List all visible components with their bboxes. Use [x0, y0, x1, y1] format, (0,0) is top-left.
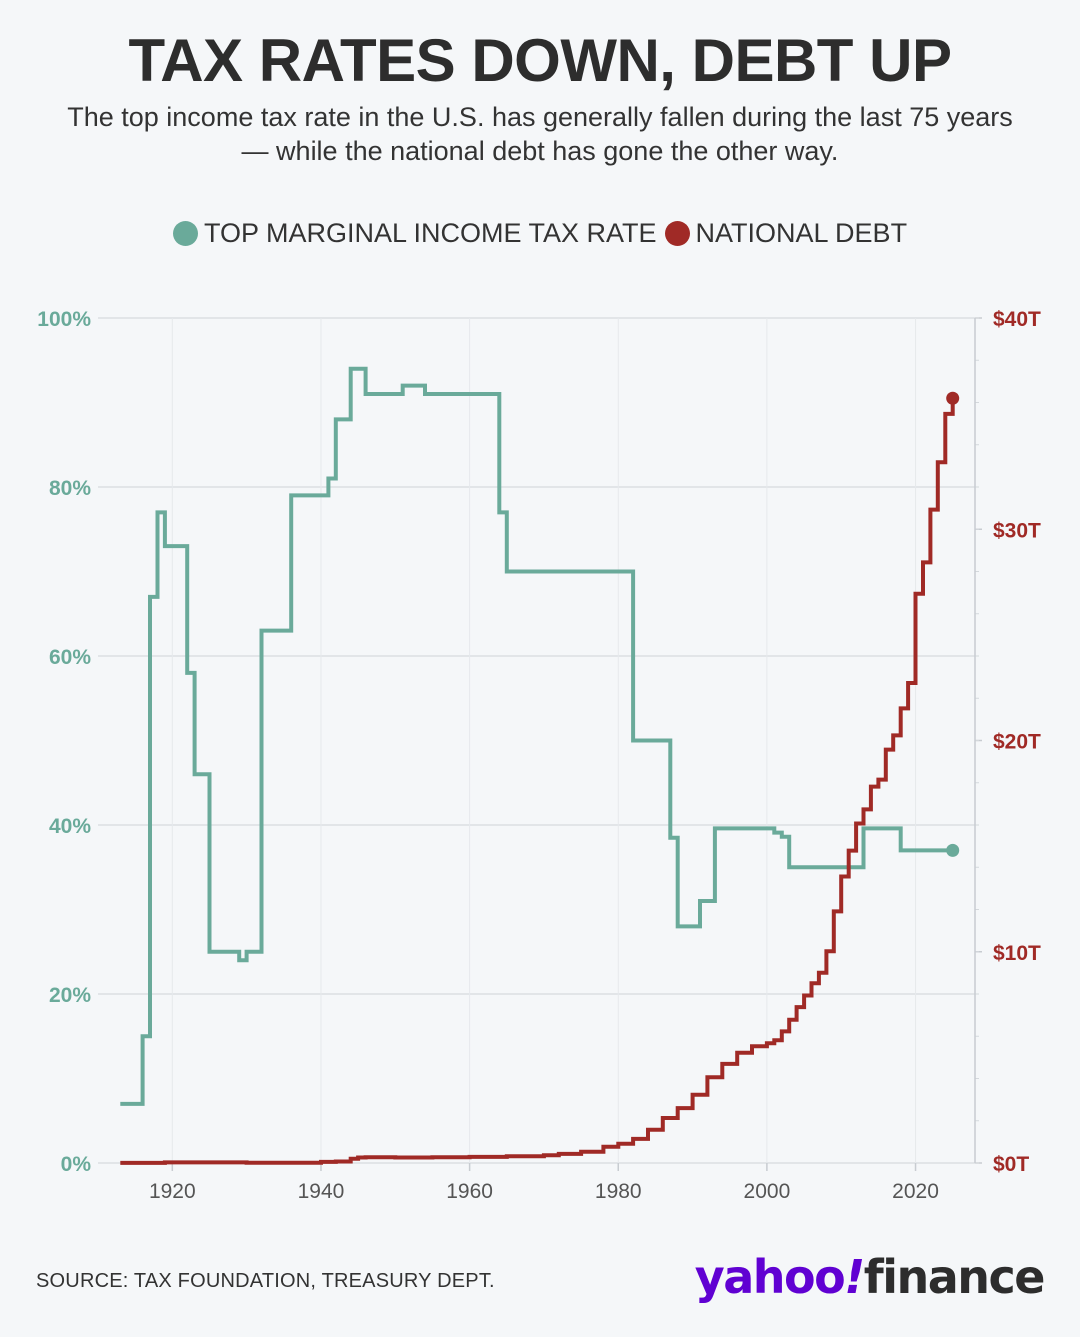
legend-label-national-debt: NATIONAL DEBT	[695, 218, 908, 248]
legend-swatch-tax-rate	[172, 221, 198, 246]
y-left-tick-label: 0%	[61, 1153, 92, 1176]
x-tick-label: 2020	[892, 1180, 939, 1203]
y-right-tick-label: $20T	[993, 731, 1041, 754]
series-line-national-debt	[120, 398, 955, 1165]
logo-bang: !	[844, 1250, 865, 1304]
legend-item-tax-rate: TOP MARGINAL INCOME TAX RATE	[172, 218, 657, 249]
x-tick-label: 2000	[744, 1180, 791, 1203]
x-tick-label: 1940	[298, 1180, 345, 1203]
y-right-tick-label: $30T	[993, 519, 1041, 542]
legend: TOP MARGINAL INCOME TAX RATE NATIONAL DE…	[0, 218, 1080, 249]
y-left-tick-label: 100%	[37, 308, 91, 331]
y-left-tick-label: 60%	[49, 646, 91, 669]
legend-label-tax-rate: TOP MARGINAL INCOME TAX RATE	[203, 218, 657, 248]
legend-item-national-debt: NATIONAL DEBT	[664, 218, 908, 249]
series-end-dot-national-debt	[946, 391, 960, 405]
y-right-tick-label: $10T	[993, 942, 1041, 965]
chart-subtitle: The top income tax rate in the U.S. has …	[67, 102, 1013, 166]
chart-title: TAX RATES DOWN, DEBT UP	[128, 27, 952, 94]
logo-finance: finance	[863, 1250, 1046, 1304]
series-line-tax-rate	[120, 366, 953, 1106]
x-tick-label: 1960	[446, 1180, 493, 1203]
source-note: SOURCE: TAX FOUNDATION, TREASURY DEPT.	[36, 1270, 495, 1292]
logo-yahoo: yahoo	[694, 1250, 846, 1304]
y-right-tick-label: $0T	[993, 1153, 1029, 1176]
y-right-tick-label: $40T	[993, 308, 1041, 331]
axes: 0% 20% 40% 60% 80% 100% $0T $10T $20T $30T $40T 192…	[37, 308, 1041, 1203]
series-end-dot-tax-rate	[946, 843, 960, 857]
yahoo-finance-logo: yahoo!finance	[694, 1250, 1046, 1304]
series-lines	[120, 366, 960, 1165]
y-left-tick-label: 40%	[49, 815, 91, 838]
chart-plot: 0% 20% 40% 60% 80% 100% $0T $10T $20T $30T $40T 192…	[37, 308, 1041, 1203]
x-tick-label: 1980	[595, 1180, 642, 1203]
y-left-tick-label: 20%	[49, 984, 91, 1007]
legend-swatch-national-debt	[664, 221, 690, 246]
grid-lines	[98, 317, 975, 1164]
x-tick-label: 1920	[149, 1180, 196, 1203]
y-left-tick-label: 80%	[49, 477, 91, 500]
